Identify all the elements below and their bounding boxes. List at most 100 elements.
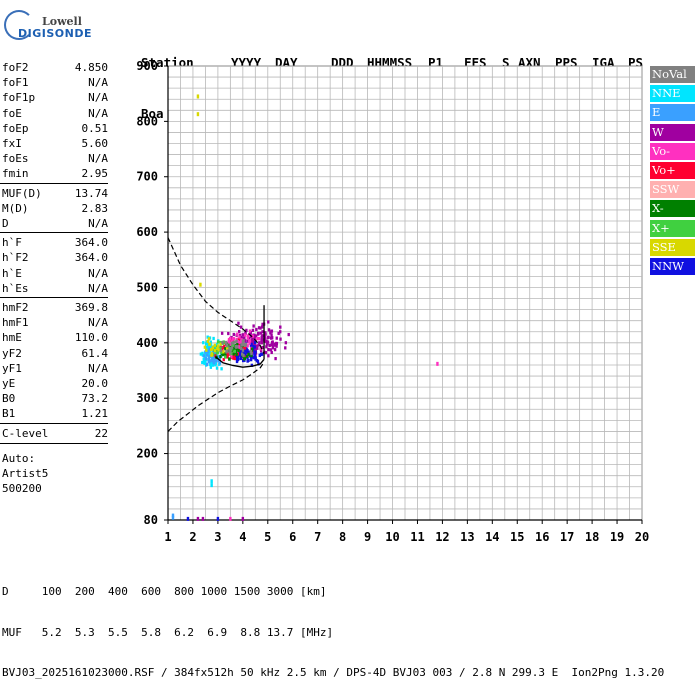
footer-distance-row: D 100 200 400 600 800 1000 1500 3000 [km… [2, 585, 327, 598]
param-value: N/A [88, 91, 108, 105]
echo-point [237, 329, 241, 334]
y-tick-label: 200 [136, 447, 158, 461]
echo-point [253, 340, 257, 345]
param-row: foF2 4.850 [2, 60, 108, 75]
echo-point [232, 332, 236, 337]
echo-point [241, 336, 244, 340]
param-row: foEs N/A [2, 151, 108, 166]
echo-point [238, 333, 242, 337]
echo-point [274, 357, 277, 361]
echo-point [232, 346, 236, 350]
echo-point [213, 355, 216, 359]
echo-point [230, 339, 234, 343]
param-row: yE 20.0 [2, 376, 108, 391]
echo-point [208, 355, 211, 359]
param-value: 73.2 [81, 392, 109, 406]
echo-point [242, 353, 245, 358]
x-tick-label: 14 [485, 530, 499, 544]
echo-point [206, 350, 210, 354]
param-value: N/A [88, 76, 108, 90]
echo-point [229, 348, 232, 353]
param-row: foF1 N/A [2, 75, 108, 90]
param-row: h`Es N/A [2, 281, 108, 296]
echo-point [202, 354, 206, 358]
echo-point [208, 342, 212, 346]
echo-point [207, 359, 210, 363]
echo-point [287, 332, 290, 337]
echo-point [267, 335, 270, 339]
echo-point [210, 347, 214, 351]
legend-item: NoVal [650, 66, 695, 83]
echo-point [205, 362, 209, 366]
echo-point [279, 325, 282, 329]
echo-point [228, 351, 232, 355]
logo-line1: Lowell [42, 15, 82, 28]
echo-point [254, 334, 258, 338]
echo-point [273, 343, 277, 347]
echo-point [245, 328, 248, 332]
echo-point [240, 338, 243, 342]
echo-point [230, 346, 234, 350]
param-row: hmF2 369.8 [2, 300, 108, 315]
param-separator [0, 297, 108, 298]
param-value: 1.21 [81, 407, 109, 421]
x-tick-label: 9 [364, 530, 371, 544]
echo-point [222, 352, 225, 357]
echo-point [249, 358, 253, 362]
echo-point [240, 352, 244, 356]
echo-point [202, 357, 205, 361]
echo-point [213, 358, 216, 362]
echo-point [214, 363, 217, 367]
echo-point [253, 345, 256, 349]
echo-point [271, 346, 275, 350]
param-row: fxI 5.60 [2, 136, 108, 151]
param-value: N/A [88, 106, 108, 120]
echo-point [211, 357, 214, 362]
param-row: yF2 61.4 [2, 346, 108, 361]
param-row: h`F2 364.0 [2, 250, 108, 265]
echo-point [227, 340, 230, 344]
param-value: 20.0 [81, 377, 109, 390]
echo-point [236, 345, 239, 349]
x-tick-label: 11 [410, 530, 424, 544]
echo-point [254, 356, 257, 360]
echo-point [244, 349, 248, 353]
echo-point [214, 354, 217, 358]
param-key: foE [2, 106, 22, 120]
echo-point [226, 349, 229, 353]
echo-point [238, 340, 241, 344]
param-row: M(D) 2.83 [2, 201, 108, 216]
echo-point [267, 354, 270, 358]
param-row: B0 73.2 [2, 391, 108, 406]
echo-point [267, 347, 270, 352]
echo-point [225, 343, 229, 348]
param-key: B0 [2, 392, 16, 406]
echo-point [244, 342, 247, 347]
echo-point [255, 327, 258, 332]
echo-point [204, 350, 207, 354]
param-row: foE N/A [2, 106, 108, 121]
x-tick-label: 13 [460, 530, 474, 544]
autoscaling-line2: Artist5 [2, 466, 49, 480]
param-key: h`Es [2, 281, 29, 295]
footer: D 100 200 400 600 800 1000 1500 3000 [km… [2, 558, 664, 693]
x-tick-label: 15 [510, 530, 524, 544]
echo-point [279, 337, 282, 341]
echo-point [205, 348, 208, 352]
legend-item: NNW [650, 258, 695, 275]
echo-point [230, 335, 233, 340]
echo-point [233, 349, 236, 353]
echo-point [222, 358, 225, 362]
echo-point [229, 516, 232, 521]
echo-point [211, 345, 215, 350]
x-tick-label: 19 [610, 530, 624, 544]
echo-point [241, 348, 245, 352]
header-label-7: S [502, 55, 510, 70]
echo-point [235, 349, 239, 353]
param-key: h`F [2, 236, 22, 250]
legend-item: E [650, 104, 695, 122]
echo-point [236, 357, 240, 362]
legend-item: W [650, 123, 695, 141]
echo-point [230, 355, 233, 359]
param-key: yF2 [2, 346, 22, 360]
